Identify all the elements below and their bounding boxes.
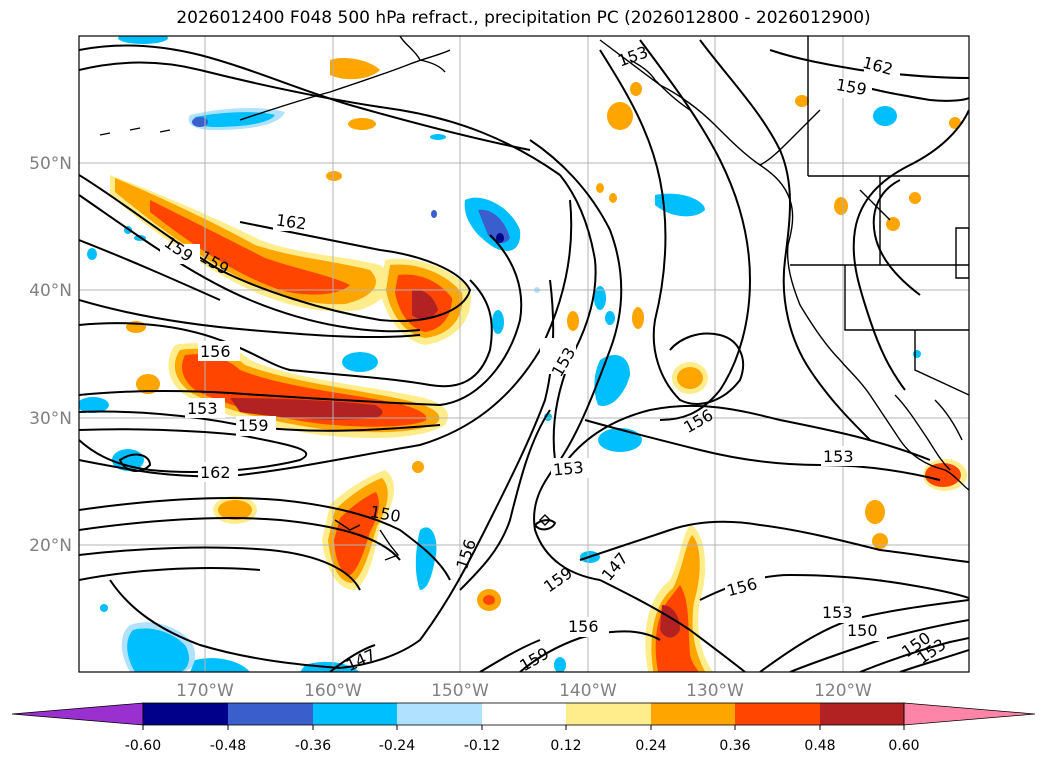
contour-label: 150 [847, 621, 878, 640]
contour-label: 153 [552, 458, 584, 480]
colorbar-segment [482, 703, 566, 725]
lat-label: 50°N [29, 154, 72, 174]
lon-label: 150°W [431, 681, 489, 701]
colorbar-segment [735, 703, 820, 725]
coastline [99, 36, 969, 583]
contour-label: 156 [200, 342, 231, 361]
colorbar-extend-high [903, 702, 1036, 726]
contour-label: 159 [238, 416, 269, 435]
lat-label: 20°N [29, 536, 72, 556]
colorbar-label: -0.36 [295, 738, 331, 754]
colorbar-label: 0.12 [550, 738, 581, 754]
contour-label: 153 [823, 447, 854, 466]
lon-label: 170°W [176, 681, 234, 701]
colorbar: -0.60 -0.48 -0.36 -0.24 -0.12 0.12 0.24 … [11, 702, 1036, 754]
lat-label: 40°N [29, 281, 72, 301]
colorbar-segment [143, 703, 228, 725]
colorbar-label: 0.48 [804, 738, 835, 754]
colorbar-label: 0.60 [888, 738, 919, 754]
precip-positive-areas [110, 58, 967, 672]
lon-label: 140°W [559, 681, 617, 701]
lat-label: 30°N [29, 409, 72, 429]
colorbar-label: -0.24 [379, 738, 415, 754]
contour-label: 162 [200, 463, 231, 482]
gridlines [79, 36, 969, 672]
colorbar-segment [820, 703, 904, 725]
colorbar-segment [651, 703, 735, 725]
lon-label: 120°W [814, 681, 872, 701]
colorbar-label: 0.24 [635, 738, 666, 754]
contour-label: 153 [822, 603, 853, 622]
colorbar-segment [566, 703, 651, 725]
latitude-labels: 50°N 40°N 30°N 20°N [29, 154, 72, 556]
map-frame [78, 35, 970, 673]
colorbar-label: -0.48 [210, 738, 246, 754]
refractivity-contours [79, 39, 969, 672]
contour-label: 162 [275, 210, 308, 233]
lon-label: 130°W [686, 681, 744, 701]
contour-label: 156 [568, 617, 599, 636]
lon-label: 160°W [304, 681, 362, 701]
colorbar-label: -0.60 [125, 738, 161, 754]
colorbar-segment [397, 703, 482, 725]
colorbar-label: -0.12 [464, 738, 500, 754]
colorbar-segment [313, 703, 397, 725]
colorbar-segment [228, 703, 313, 725]
longitude-labels: 170°W 160°W 150°W 140°W 130°W 120°W [176, 681, 872, 701]
colorbar-extend-low [11, 702, 144, 726]
contour-label: 153 [187, 399, 218, 418]
map-title: 2026012400 F048 500 hPa refract., precip… [176, 8, 871, 28]
colorbar-label: 0.36 [719, 738, 750, 754]
